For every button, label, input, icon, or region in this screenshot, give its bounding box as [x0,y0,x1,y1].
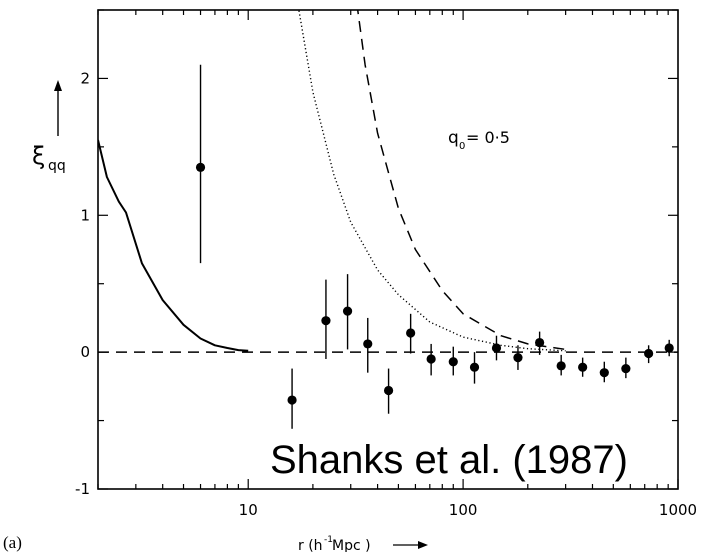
x-label-main: r (h [298,538,323,552]
data-point-3 [342,306,353,316]
data-point-15 [599,368,609,378]
data-point-10 [491,343,502,353]
x-label-rest: Mpc ) [332,538,371,552]
y-tick-label-3: 2 [80,69,90,87]
annotation-symbol: q [448,128,459,148]
data-point-5 [383,385,394,396]
plot-layer [98,10,678,429]
tick-layer: 10 100 1000 -1 0 1 2 [75,9,697,519]
x-label-superscript: -1 [324,535,333,545]
y-tick-label-2: 1 [80,206,90,224]
series-line-dashed-2 [356,10,566,351]
y-label-subscript: qq [48,158,66,174]
data-point-11 [513,353,523,363]
y-tick-label-1: 0 [80,343,90,361]
x-tick-label-0: 10 [239,501,258,519]
data-point-12 [535,337,545,348]
y-axis-label: ξ qq [32,80,66,174]
y-tick-label-0: -1 [75,480,90,498]
data-point-1 [287,395,297,405]
data-point-0 [195,162,206,172]
plot-frame [97,9,679,490]
data-point-14 [578,362,588,372]
data-point-2 [321,316,331,326]
y-label-symbol: ξ [32,142,45,170]
x-tick-label-2: 1000 [659,501,697,519]
x-axis-label: r (h -1 Mpc ) [298,535,428,552]
data-point-13 [556,361,566,371]
data-point-17 [644,348,654,359]
data-point-7 [426,354,436,364]
series-line-solid-0 [98,139,249,352]
data-point-4 [363,339,373,349]
annotation-value: = 0·5 [466,128,510,147]
data-point-8 [448,357,458,367]
x-arrow-head-icon [418,541,428,549]
data-point-6 [406,328,416,338]
credit-label: Shanks et al. (1987) [270,438,628,482]
x-tick-label-1: 100 [449,501,478,519]
annotation-subscript: 0 [459,141,465,152]
data-point-16 [621,363,631,374]
data-point-18 [664,343,674,353]
y-arrow-head-icon [54,80,62,91]
panel-label: (a) [3,533,22,552]
annotation-q0: q 0 = 0·5 [448,128,510,152]
data-point-9 [469,362,480,372]
series-line-dotted-1 [298,10,566,352]
